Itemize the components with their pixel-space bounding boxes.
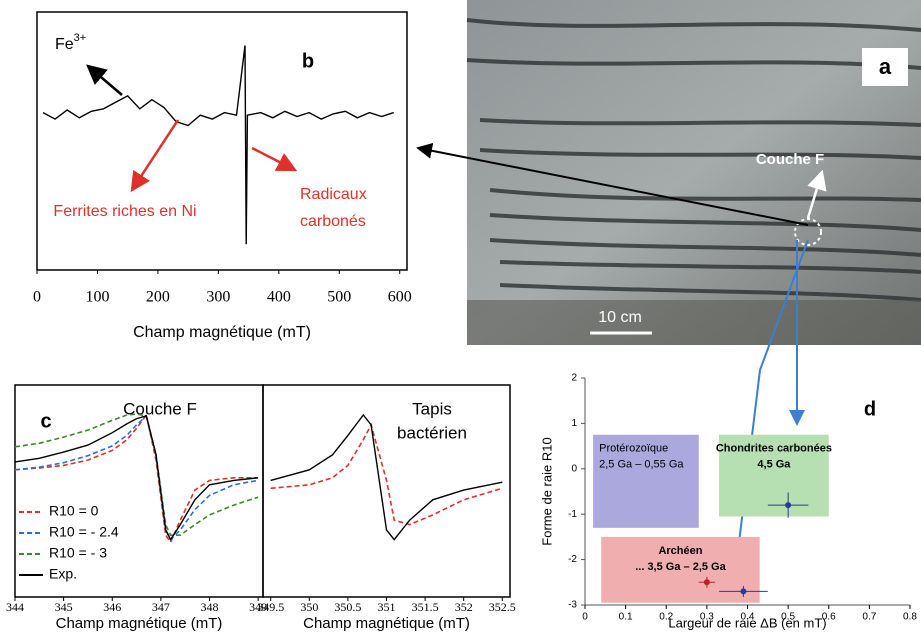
plot-frame xyxy=(36,11,408,271)
x-tick-label: 352 xyxy=(455,600,473,614)
x-tick-label: 347 xyxy=(152,600,170,614)
x-tick-label: 0.4 xyxy=(741,612,755,623)
point xyxy=(785,502,792,509)
annotation-text: Fe xyxy=(55,36,74,53)
y-tick-label: -1 xyxy=(568,509,577,520)
annotation: Fe3+ xyxy=(55,32,86,53)
annotation: carbonés xyxy=(300,213,366,230)
y-tick-label: -3 xyxy=(568,600,577,611)
x-tick-label: 0.5 xyxy=(781,612,795,623)
layer-label: Couche F xyxy=(756,151,824,168)
region xyxy=(593,434,699,528)
region-label: Chondrites carbonées xyxy=(716,443,832,455)
panel-title: Couche F xyxy=(123,399,197,418)
x-tick-label: 200 xyxy=(146,289,170,306)
panel-letter: a xyxy=(879,54,892,79)
x-tick-label: 500 xyxy=(327,289,351,306)
plot-frame xyxy=(262,384,511,598)
legend-label: Exp. xyxy=(49,566,77,582)
y-tick-label: 1 xyxy=(571,418,577,429)
y-axis-label: Forme de raie R10 xyxy=(539,437,554,545)
annotation-sup: 3+ xyxy=(74,32,87,44)
annotation-arrow xyxy=(251,146,298,172)
x-tick-label: 344 xyxy=(6,600,24,614)
y-tick-label: 0 xyxy=(571,463,577,474)
x-tick-label: 0.2 xyxy=(659,612,673,623)
x-axis-label: Champ magnétique (mT) xyxy=(56,615,223,632)
x-axis-label: Champ magnétique (mT) xyxy=(133,324,311,341)
y-tick-label: -2 xyxy=(568,554,577,565)
x-tick-label: 300 xyxy=(206,289,230,306)
x-tick-label: 350.5 xyxy=(334,600,361,614)
x-tick-label: 0.6 xyxy=(822,612,836,623)
panel-letter: d xyxy=(864,398,876,420)
x-tick-label: 0 xyxy=(33,289,41,306)
annotation: Radicaux xyxy=(300,186,367,203)
line-series xyxy=(14,414,259,541)
x-axis-label: Largeur de raie ΔB (en mT) xyxy=(668,615,826,630)
x-axis-label: Champ magnétique (mT) xyxy=(303,615,470,632)
line-series xyxy=(42,45,394,245)
x-tick-label: 350 xyxy=(300,600,318,614)
line-series xyxy=(270,413,503,541)
annotation-arrow xyxy=(86,64,123,96)
x-tick-label: 345 xyxy=(55,600,73,614)
x-tick-label: 352.5 xyxy=(489,600,516,614)
region-label: Archéen xyxy=(658,545,702,557)
annotation-arrow xyxy=(130,119,180,193)
x-tick-label: 0.1 xyxy=(619,612,633,623)
legend-label: R10 = - 3 xyxy=(49,545,107,561)
x-tick-label: 0 xyxy=(582,612,588,623)
x-tick-label: 346 xyxy=(103,600,121,614)
scale-label: 10 cm xyxy=(598,309,642,326)
photo: a Couche F 10 cm xyxy=(466,0,921,345)
legend-label: R10 = - 2.4 xyxy=(49,524,119,540)
panel-letter: c xyxy=(40,410,51,432)
x-tick-label: 100 xyxy=(85,289,109,306)
line-series xyxy=(270,422,503,526)
x-tick-label: 0.3 xyxy=(700,612,714,623)
legend-label: R10 = 0 xyxy=(49,503,99,519)
panel-letter: b xyxy=(302,50,314,72)
x-tick-label: 351 xyxy=(378,600,396,614)
point xyxy=(703,579,710,586)
annotation: Ferrites riches en Ni xyxy=(53,203,196,220)
x-tick-label: 351.5 xyxy=(412,600,439,614)
region-label: ... 3,5 Ga – 2,5 Ga xyxy=(635,561,726,573)
y-tick-label: 2 xyxy=(571,373,577,384)
x-tick-label: 349 xyxy=(249,600,267,614)
x-tick-label: 0.7 xyxy=(862,612,876,623)
panel-title: Tapis xyxy=(412,399,452,418)
x-tick-label: 400 xyxy=(267,289,291,306)
region xyxy=(719,434,829,517)
point xyxy=(740,588,747,595)
region-label: 4,5 Ga xyxy=(757,459,791,471)
line-series xyxy=(14,415,259,542)
region-label: Protérozoïque xyxy=(599,443,668,455)
panel-title: bactérien xyxy=(397,423,467,442)
region-label: 2,5 Ga – 0,55 Ga xyxy=(599,459,684,471)
x-tick-label: 349.5 xyxy=(257,600,284,614)
x-tick-label: 0.8 xyxy=(903,612,917,623)
x-tick-label: 348 xyxy=(201,600,219,614)
x-tick-label: 600 xyxy=(388,289,412,306)
